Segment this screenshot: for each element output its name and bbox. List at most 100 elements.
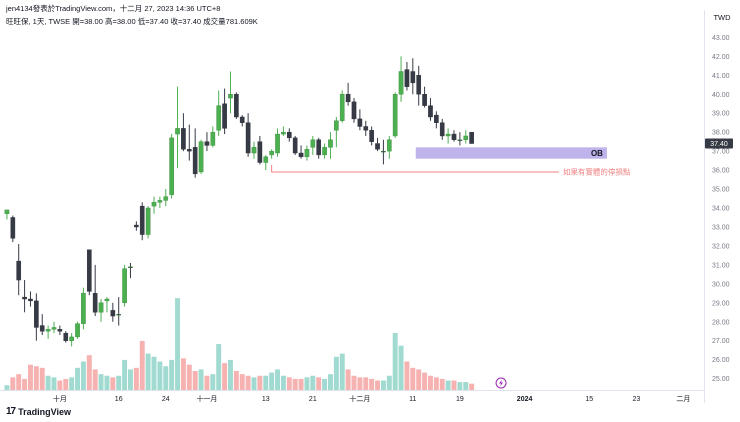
candle-body[interactable] xyxy=(222,103,227,129)
candle-body[interactable] xyxy=(75,323,80,338)
candle-body[interactable] xyxy=(45,329,51,332)
candle-body[interactable] xyxy=(139,205,145,235)
candle-body[interactable] xyxy=(298,152,304,158)
candle-body[interactable] xyxy=(39,325,45,332)
candle-body[interactable] xyxy=(104,298,110,302)
candle-body[interactable] xyxy=(69,336,74,341)
candle-body[interactable] xyxy=(210,131,216,146)
volume-bar xyxy=(339,353,345,390)
candle-body[interactable] xyxy=(216,105,222,131)
candle-body[interactable] xyxy=(145,207,151,235)
candle-body[interactable] xyxy=(281,131,286,135)
volume-bar xyxy=(45,375,51,390)
candle-body[interactable] xyxy=(310,139,316,148)
volume-bar xyxy=(104,375,110,390)
candle-body[interactable] xyxy=(292,137,298,154)
candle-body[interactable] xyxy=(181,128,186,150)
candle-body[interactable] xyxy=(28,298,33,302)
candle-body[interactable] xyxy=(251,147,257,154)
candle-body[interactable] xyxy=(228,94,233,99)
candle-body[interactable] xyxy=(439,122,445,137)
candle-body[interactable] xyxy=(34,300,39,328)
candle-body[interactable] xyxy=(357,118,363,127)
candle-body[interactable] xyxy=(198,141,204,173)
candle-body[interactable] xyxy=(369,130,374,142)
candle-body[interactable] xyxy=(375,143,380,150)
candle-body[interactable] xyxy=(469,131,474,144)
y-tick-label: 25.00 xyxy=(712,376,730,383)
candle-body[interactable] xyxy=(92,293,98,313)
volume-bar xyxy=(10,377,16,390)
candle-body[interactable] xyxy=(157,200,163,203)
candle-body[interactable] xyxy=(10,217,16,239)
candle-body[interactable] xyxy=(363,126,369,131)
candle-body[interactable] xyxy=(116,313,122,316)
volume-bar xyxy=(139,340,145,390)
candle-body[interactable] xyxy=(22,296,27,300)
candle-body[interactable] xyxy=(122,268,127,303)
candle-body[interactable] xyxy=(245,122,251,154)
volume-bar xyxy=(445,380,451,390)
candle-body[interactable] xyxy=(163,196,169,201)
x-tick-label: 19 xyxy=(456,396,464,403)
candle-body[interactable] xyxy=(263,156,269,163)
tradingview-branding: 17 TradingView xyxy=(6,406,71,417)
candle-body[interactable] xyxy=(98,302,104,313)
candle-body[interactable] xyxy=(51,327,57,330)
last-price-tag xyxy=(705,138,733,149)
candle-body[interactable] xyxy=(457,139,463,141)
candle-body[interactable] xyxy=(422,94,427,106)
candle-body[interactable] xyxy=(316,139,322,156)
candle-body[interactable] xyxy=(392,94,398,137)
x-tick-label: 2024 xyxy=(517,396,533,403)
candle-body[interactable] xyxy=(398,71,404,95)
candle-body[interactable] xyxy=(110,310,116,317)
volume-bar xyxy=(216,344,222,390)
candle-body[interactable] xyxy=(81,293,86,324)
volume-bar xyxy=(239,374,245,390)
candle-body[interactable] xyxy=(4,209,10,214)
candle-body[interactable] xyxy=(386,139,392,152)
candle-body[interactable] xyxy=(434,114,439,123)
candle-body[interactable] xyxy=(16,260,22,281)
candle-body[interactable] xyxy=(381,150,386,153)
candle-body[interactable] xyxy=(351,101,357,120)
candle-body[interactable] xyxy=(234,94,239,118)
candle-body[interactable] xyxy=(239,116,245,123)
candle-body[interactable] xyxy=(134,224,139,228)
candle-body[interactable] xyxy=(151,202,157,207)
candle-body[interactable] xyxy=(451,133,457,140)
candle-body[interactable] xyxy=(428,105,433,118)
candle-body[interactable] xyxy=(345,94,351,103)
candle-body[interactable] xyxy=(404,69,410,87)
candle-body[interactable] xyxy=(286,131,292,139)
y-tick-label: 33.00 xyxy=(712,224,730,231)
candle-body[interactable] xyxy=(175,128,180,135)
candle-body[interactable] xyxy=(322,147,327,156)
candle-body[interactable] xyxy=(186,149,192,152)
candle-body[interactable] xyxy=(304,149,310,158)
candle-body[interactable] xyxy=(328,139,333,148)
candle-body[interactable] xyxy=(57,329,63,332)
volume-bar xyxy=(263,375,269,390)
candle-body[interactable] xyxy=(128,266,133,268)
ob-zone-label: OB xyxy=(591,149,603,158)
candle-body[interactable] xyxy=(269,150,274,156)
y-tick-label: 32.00 xyxy=(712,243,730,250)
currency-label: TWD xyxy=(713,13,731,22)
candle-body[interactable] xyxy=(63,332,69,341)
candle-body[interactable] xyxy=(416,75,422,95)
candle-body[interactable] xyxy=(204,141,210,146)
candle-body[interactable] xyxy=(410,71,416,84)
candle-body[interactable] xyxy=(192,147,198,175)
candle-body[interactable] xyxy=(86,249,92,292)
volume-bar xyxy=(86,355,92,390)
candle-body[interactable] xyxy=(334,120,339,131)
candle-body[interactable] xyxy=(339,94,345,121)
candle-body[interactable] xyxy=(463,135,469,140)
candle-body[interactable] xyxy=(169,137,174,195)
candle-body[interactable] xyxy=(275,133,280,154)
candle-body[interactable] xyxy=(445,133,451,137)
candle-body[interactable] xyxy=(257,141,263,163)
